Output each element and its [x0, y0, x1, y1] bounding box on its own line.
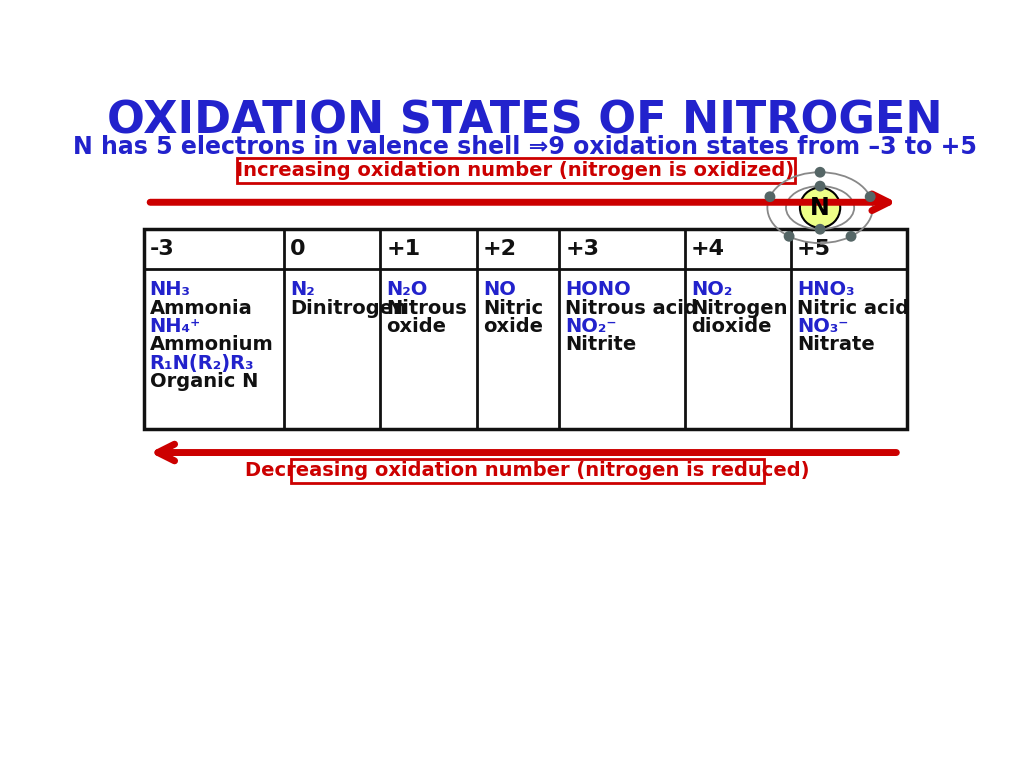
Text: -3: -3 [150, 240, 174, 260]
Bar [237, 158, 795, 183]
Text: Nitrogen: Nitrogen [691, 299, 787, 317]
Text: Ammonia: Ammonia [150, 299, 253, 317]
Circle shape [765, 191, 775, 202]
Text: Ammonium: Ammonium [150, 336, 273, 355]
Bar [143, 229, 907, 429]
Text: Decreasing oxidation number (nitrogen is reduced): Decreasing oxidation number (nitrogen is… [245, 462, 809, 481]
Text: N has 5 electrons in valence shell ⇒9 oxidation states from –3 to +5: N has 5 electrons in valence shell ⇒9 ox… [73, 135, 977, 159]
Text: Increasing oxidation number (nitrogen is oxidized): Increasing oxidation number (nitrogen is… [237, 161, 795, 180]
Text: R₁N(R₂)R₃: R₁N(R₂)R₃ [150, 354, 254, 373]
Text: Organic N: Organic N [150, 372, 258, 392]
Circle shape [815, 180, 825, 191]
Text: +4: +4 [691, 240, 725, 260]
Text: Dinitrogen: Dinitrogen [290, 299, 407, 317]
Text: N: N [810, 196, 829, 220]
Text: Nitrous: Nitrous [386, 299, 467, 317]
Circle shape [783, 231, 795, 242]
Text: 0: 0 [290, 240, 305, 260]
Circle shape [815, 167, 825, 177]
Text: +2: +2 [483, 240, 517, 260]
Circle shape [846, 231, 856, 242]
Text: NO₂⁻: NO₂⁻ [565, 317, 616, 336]
Circle shape [815, 223, 825, 234]
Text: HONO: HONO [565, 280, 631, 299]
Text: Nitric acid: Nitric acid [797, 299, 909, 317]
Text: Nitrous acid: Nitrous acid [565, 299, 698, 317]
Text: Nitric: Nitric [483, 299, 543, 317]
Text: Nitrite: Nitrite [565, 336, 637, 355]
Text: NO₂: NO₂ [691, 280, 732, 299]
Text: OXIDATION STATES OF NITROGEN: OXIDATION STATES OF NITROGEN [106, 100, 943, 143]
Bar [291, 458, 764, 483]
Circle shape [800, 187, 841, 227]
Text: oxide: oxide [386, 317, 446, 336]
Text: dioxide: dioxide [691, 317, 771, 336]
Circle shape [865, 191, 876, 202]
Text: +1: +1 [386, 240, 421, 260]
Text: oxide: oxide [483, 317, 543, 336]
Text: NH₄⁺: NH₄⁺ [150, 317, 201, 336]
Text: HNO₃: HNO₃ [797, 280, 855, 299]
Text: N₂: N₂ [290, 280, 314, 299]
Text: +3: +3 [565, 240, 599, 260]
Text: +5: +5 [797, 240, 831, 260]
Text: NO: NO [483, 280, 516, 299]
Text: Nitrate: Nitrate [797, 336, 874, 355]
Text: NO₃⁻: NO₃⁻ [797, 317, 849, 336]
Text: N₂O: N₂O [386, 280, 428, 299]
Text: NH₃: NH₃ [150, 280, 190, 299]
